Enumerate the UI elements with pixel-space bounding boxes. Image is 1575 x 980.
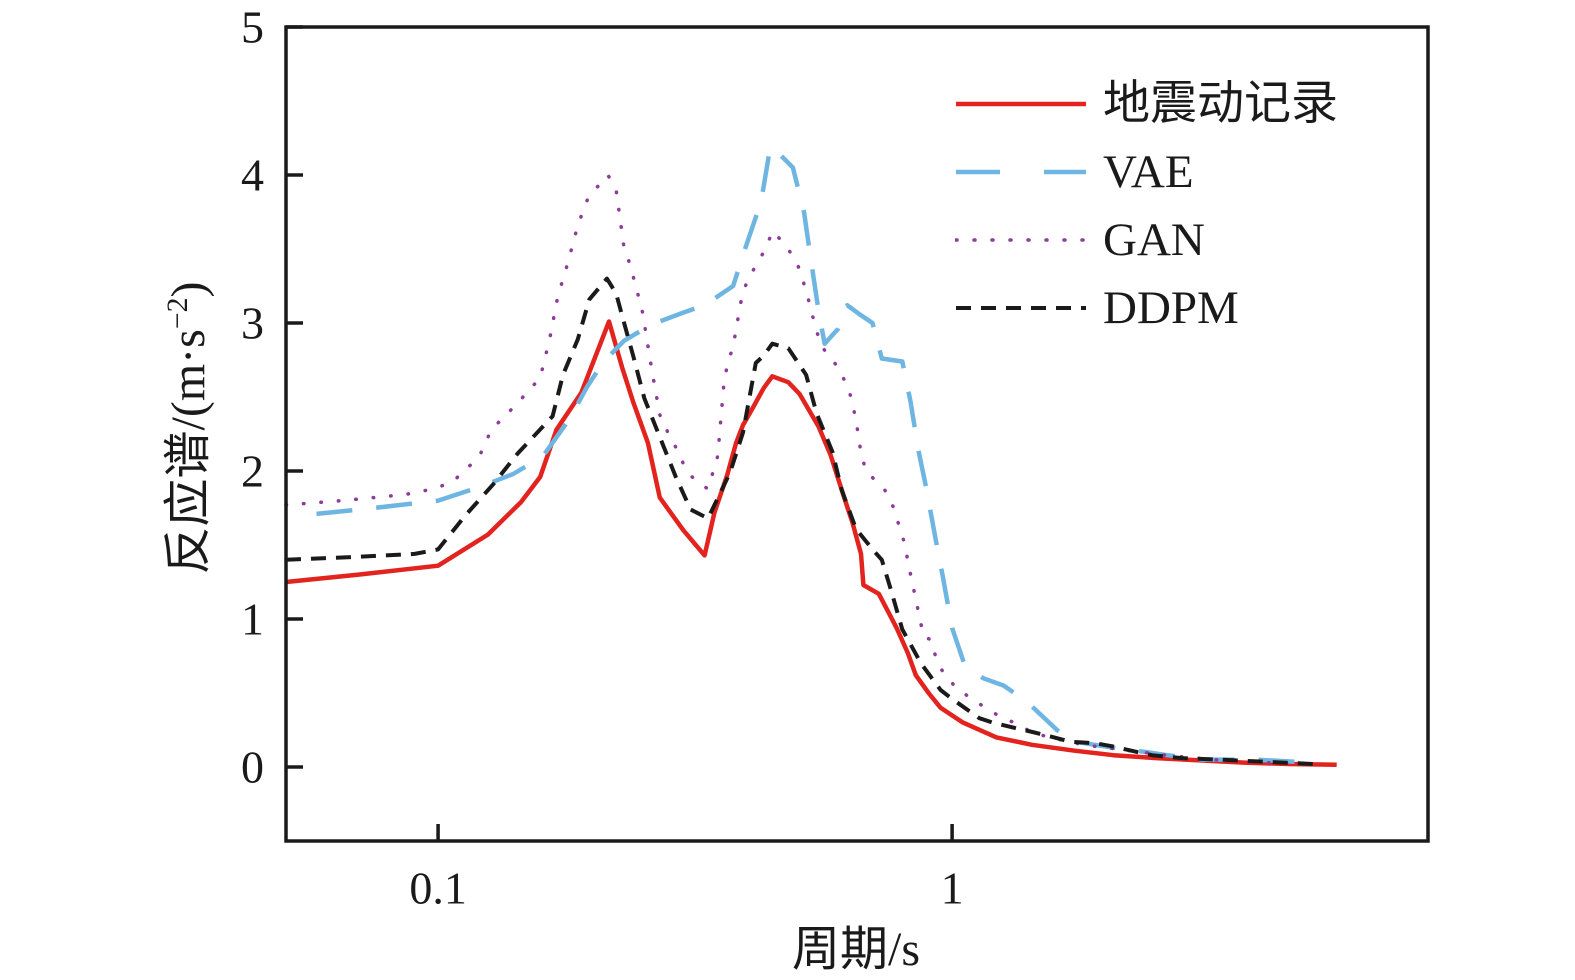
legend-line-gan bbox=[955, 238, 1087, 242]
series-line-vae bbox=[316, 144, 1296, 765]
legend-line-vae bbox=[956, 169, 1086, 175]
axes bbox=[284, 25, 1430, 843]
y-tick-label: 3 bbox=[241, 298, 264, 349]
legend-line-ddpm bbox=[956, 306, 1086, 310]
legend-label-vae: VAE bbox=[1103, 145, 1194, 198]
plot-border bbox=[284, 25, 1430, 843]
legend-label-gan: GAN bbox=[1103, 213, 1205, 266]
legend-item-ddpm: DDPM bbox=[955, 274, 1338, 342]
y-tick-label: 5 bbox=[241, 2, 264, 53]
series-lines bbox=[284, 144, 1337, 768]
legend-label-ddpm: DDPM bbox=[1103, 281, 1239, 334]
y-tick-label: 0 bbox=[241, 742, 264, 793]
legend: 地震动记录 VAE GAN DDPM bbox=[955, 70, 1338, 342]
x-axis-label: 周期/s bbox=[791, 923, 921, 976]
legend-label-record: 地震动记录 bbox=[1103, 77, 1338, 130]
y-tick-label: 1 bbox=[241, 594, 264, 645]
x-tick-label: 0.1 bbox=[409, 863, 467, 914]
y-tick-label: 4 bbox=[241, 150, 264, 201]
tick-labels: 0.1 1 0 1 2 3 4 5 bbox=[241, 2, 964, 914]
legend-line-record bbox=[956, 101, 1086, 107]
x-tick-label: 1 bbox=[941, 863, 964, 914]
legend-item-gan: GAN bbox=[955, 206, 1338, 274]
y-axis-label: 反应谱/(m·s−2) bbox=[161, 281, 215, 575]
series-line-record bbox=[285, 319, 1337, 768]
series-line-ddpm bbox=[285, 276, 1314, 766]
legend-item-vae: VAE bbox=[955, 138, 1338, 206]
y-tick-label: 2 bbox=[241, 446, 264, 497]
legend-item-record: 地震动记录 bbox=[955, 70, 1338, 138]
